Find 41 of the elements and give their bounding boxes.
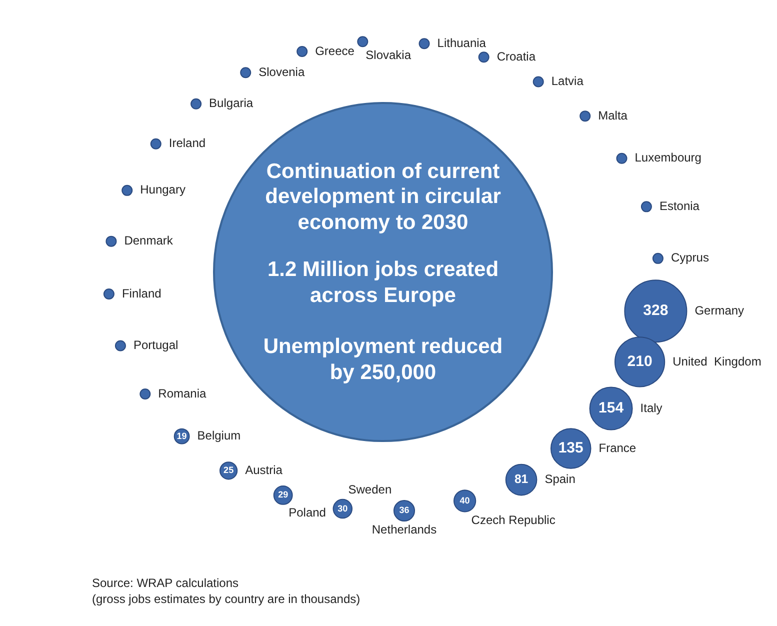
category-label: Poland [288, 506, 326, 520]
category-label: Lithuania [437, 36, 486, 50]
data-label: 36 [399, 505, 410, 516]
data-label: 81 [514, 472, 528, 486]
category-label: Austria [245, 462, 283, 477]
category-label: Italy [640, 400, 662, 415]
category-label: Sweden [348, 482, 392, 497]
data-label: 328 [643, 302, 668, 320]
source-note: Source: WRAP calculations [92, 576, 240, 592]
data-label: 40 [460, 495, 470, 506]
category-label: Croatia [496, 49, 536, 64]
category-label: Greece [315, 44, 355, 58]
category-label: Estonia [659, 198, 700, 213]
category-label: Ireland [168, 136, 206, 150]
category-label: France [598, 440, 636, 455]
data-label: 210 [627, 353, 652, 370]
category-label: Netherlands [372, 522, 437, 536]
category-label: Belgium [197, 428, 241, 443]
data-label: 154 [598, 400, 624, 417]
data-label: 135 [558, 440, 584, 457]
category-label: Cyprus [670, 250, 709, 265]
data-label: 29 [278, 490, 288, 500]
category-label: Slovenia [258, 64, 305, 79]
category-label: Czech Republic [471, 513, 556, 528]
category-label: Slovakia [366, 48, 412, 62]
category-label: United Kingdom [672, 354, 762, 368]
category-label: Spain [544, 472, 576, 486]
category-label: Hungary [140, 182, 186, 197]
category-label: Germany [694, 303, 744, 318]
category-label: Finland [122, 286, 162, 300]
data-label: 19 [176, 430, 187, 441]
category-label: Malta [598, 108, 628, 122]
text: (gross jobs estimates by country are in thousands) [92, 592, 360, 608]
category-label: Bulgaria [209, 96, 254, 110]
data-label: 25 [224, 465, 234, 476]
category-label: Denmark [124, 234, 174, 248]
category-label: Latvia [551, 74, 584, 88]
category-label: Portugal [133, 338, 178, 352]
category-label: Romania [158, 386, 207, 400]
category-label: Luxembourg [634, 150, 702, 165]
data-label: 30 [338, 503, 348, 514]
